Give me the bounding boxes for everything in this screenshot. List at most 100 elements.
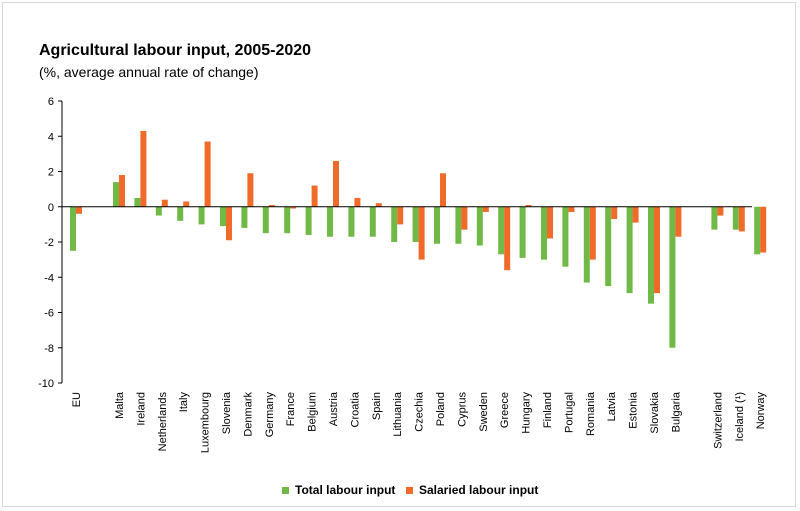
- bar-total-labour: [327, 206, 333, 237]
- x-tick-label: Czechia: [414, 391, 426, 432]
- bar-total-labour: [476, 206, 483, 246]
- x-tick-label: Croatia: [349, 391, 361, 427]
- bar-total-labour: [711, 206, 718, 230]
- x-tick-label: Denmark: [242, 392, 254, 437]
- bar-total-labour: [262, 206, 269, 234]
- bar-salaried-labour: [183, 201, 190, 207]
- bar-salaried-labour: [161, 199, 168, 207]
- y-tick-label: -10: [38, 378, 54, 390]
- x-tick-label: Bulgaria: [670, 391, 682, 432]
- x-tick-label: Cyprus: [456, 392, 468, 427]
- legend-item-salaried: Salaried labour input: [406, 483, 538, 497]
- bar-salaried-labour: [119, 175, 125, 207]
- x-tick-label: Portugal: [563, 392, 575, 433]
- x-tick-label: Switzerland: [712, 392, 724, 449]
- bar-salaried-labour: [440, 173, 446, 207]
- bar-total-labour: [412, 206, 419, 242]
- bar-total-labour: [732, 206, 739, 230]
- x-tick-label: Iceland (¹): [734, 392, 746, 442]
- bar-salaried-labour: [290, 206, 297, 209]
- bar-total-labour: [562, 206, 569, 267]
- bar-salaried-labour: [717, 206, 724, 216]
- bar-total-labour: [455, 206, 462, 244]
- chart-title: Agricultural labour input, 2005-2020: [39, 42, 312, 59]
- bar-salaried-labour: [268, 204, 275, 207]
- y-tick-label: -4: [44, 272, 54, 284]
- x-tick-label: Ireland: [135, 392, 147, 426]
- bar-total-labour: [220, 206, 226, 227]
- legend-swatch-salaried: [406, 486, 413, 494]
- bar-total-labour: [605, 206, 612, 287]
- bar-total-labour: [669, 206, 676, 348]
- bar-salaried-labour: [375, 203, 382, 207]
- bar-salaried-labour: [397, 206, 404, 225]
- x-tick-label: Hungary: [521, 392, 533, 434]
- x-tick-label: Poland: [435, 392, 447, 426]
- bar-salaried-labour: [247, 173, 254, 207]
- y-tick-label: -6: [44, 308, 54, 320]
- bar-salaried-labour: [738, 206, 745, 232]
- bar-total-labour: [305, 206, 312, 235]
- bar-salaried-labour: [140, 130, 147, 207]
- bar-total-labour: [155, 206, 162, 216]
- x-tick-label: Luxembourg: [200, 392, 212, 453]
- bar-salaried-labour: [76, 206, 82, 214]
- x-tick-label: Malta: [114, 391, 126, 419]
- bar-salaried-labour: [333, 160, 339, 207]
- bar-salaried-labour: [611, 206, 618, 220]
- x-tick-label: Sweden: [478, 392, 490, 432]
- legend-swatch-total: [282, 486, 289, 494]
- x-tick-label: Slovakia: [649, 391, 661, 433]
- bar-total-labour: [348, 206, 355, 237]
- bar-salaried-labour: [418, 206, 425, 260]
- x-tick-label: Romania: [585, 391, 597, 436]
- bar-salaried-labour: [654, 206, 660, 294]
- x-tick-label: Belgium: [307, 392, 319, 432]
- bar-salaried-labour: [354, 197, 361, 207]
- bar-total-labour: [583, 206, 590, 283]
- x-tick-label: Germany: [264, 392, 276, 438]
- y-tick-label: 2: [48, 167, 54, 179]
- x-tick-label: Norway: [755, 392, 767, 430]
- bar-salaried-labour: [204, 141, 211, 207]
- x-tick-label: Lithuania: [392, 391, 404, 437]
- x-tick-label: Estonia: [628, 391, 640, 429]
- y-tick-label: 4: [48, 131, 54, 143]
- bar-total-labour: [134, 197, 141, 207]
- x-tick-label: France: [285, 392, 297, 426]
- y-tick-label: -2: [44, 237, 54, 249]
- bar-salaried-labour: [568, 206, 575, 213]
- x-tick-label: Austria: [328, 391, 340, 426]
- bar-salaried-labour: [311, 185, 318, 207]
- bar-salaried-labour: [675, 206, 682, 237]
- bar-total-labour: [70, 206, 76, 251]
- y-tick-label: 6: [48, 96, 54, 108]
- y-tick-label: 0: [48, 202, 54, 214]
- bar-total-labour: [391, 206, 398, 242]
- bar-salaried-labour: [504, 206, 511, 271]
- bar-total-labour: [369, 206, 376, 237]
- legend-label-total: Total labour input: [295, 483, 396, 497]
- bar-total-labour: [284, 206, 291, 234]
- legend-item-total: Total labour input: [282, 483, 395, 497]
- bar-total-labour: [241, 206, 248, 228]
- x-tick-label: Slovenia: [221, 391, 233, 434]
- bar-total-labour: [541, 206, 547, 260]
- legend-label-salaried: Salaried labour input: [419, 483, 539, 497]
- y-tick-label: -8: [44, 343, 54, 355]
- bar-salaried-labour: [547, 206, 553, 239]
- x-tick-label: EU: [71, 392, 83, 407]
- bar-total-labour: [113, 182, 119, 207]
- bar-salaried-labour: [632, 206, 639, 223]
- bar-salaried-labour: [760, 206, 767, 253]
- x-tick-label: Spain: [371, 392, 383, 420]
- x-tick-label: Greece: [499, 392, 511, 428]
- bar-total-labour: [434, 206, 440, 244]
- bar-salaried-labour: [525, 204, 532, 207]
- bar-total-labour: [198, 206, 205, 225]
- x-tick-label: Netherlands: [157, 392, 169, 452]
- bar-salaried-labour: [589, 206, 596, 260]
- x-tick-label: Latvia: [606, 391, 618, 421]
